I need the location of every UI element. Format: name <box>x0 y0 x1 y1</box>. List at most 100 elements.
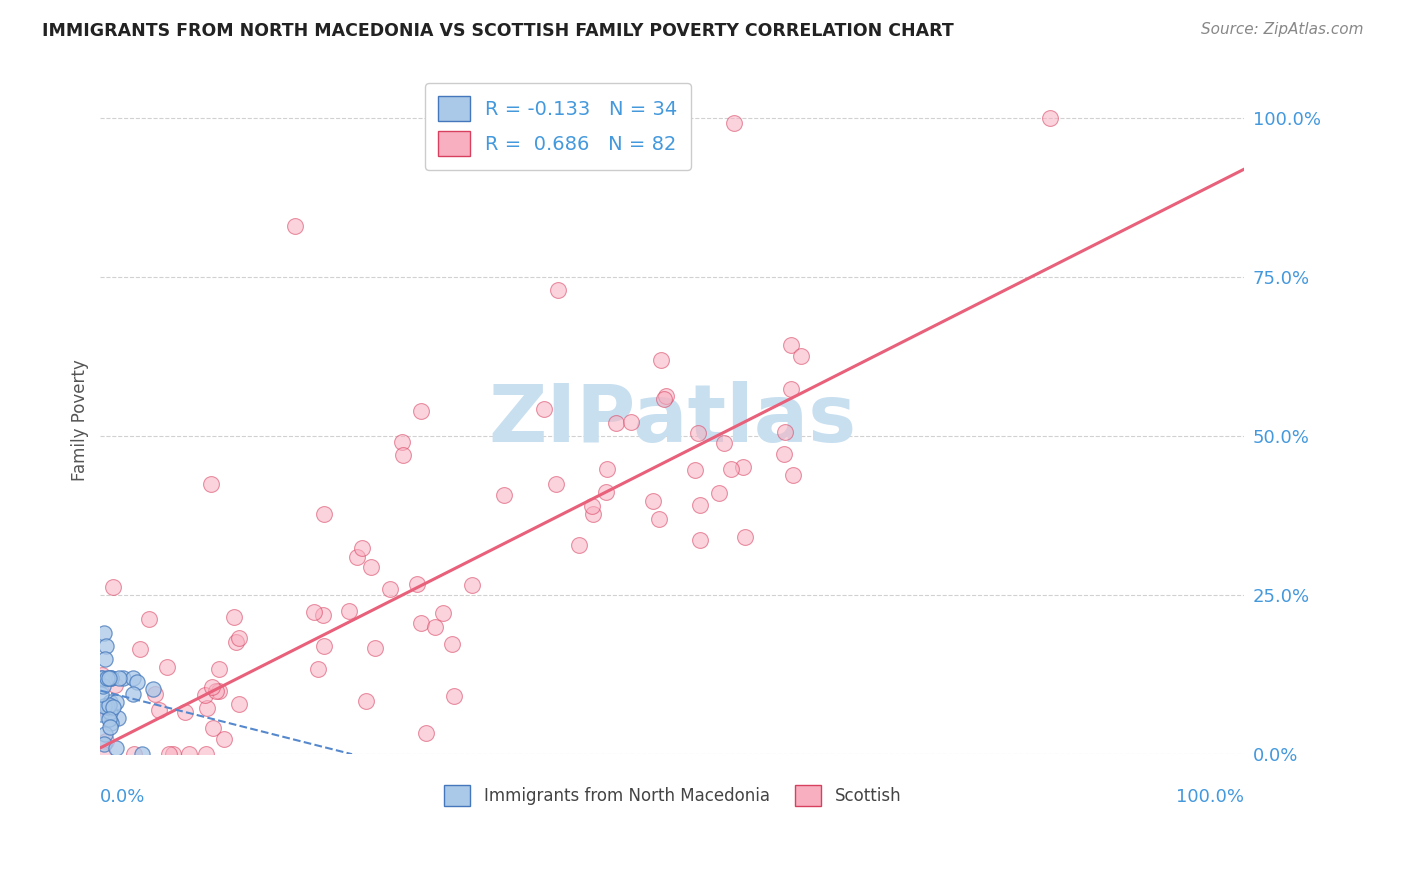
Point <box>201 680 224 694</box>
Point <box>337 604 360 618</box>
Point <box>90 671 112 685</box>
Text: IMMIGRANTS FROM NORTH MACEDONIA VS SCOTTISH FAMILY POVERTY CORRELATION CHART: IMMIGRANTS FROM NORTH MACEDONIA VS SCOTT… <box>42 22 953 40</box>
Point <box>440 637 463 651</box>
Point <box>201 721 224 735</box>
Point <box>228 631 250 645</box>
Point <box>405 576 427 591</box>
Point <box>194 747 217 762</box>
Point <box>423 620 446 634</box>
Point <box>284 219 307 234</box>
Point <box>162 747 184 762</box>
Point <box>643 494 665 508</box>
Point <box>432 606 454 620</box>
Point <box>688 426 710 441</box>
Point <box>100 671 122 685</box>
Point <box>707 486 730 500</box>
Text: Source: ZipAtlas.com: Source: ZipAtlas.com <box>1201 22 1364 37</box>
Point <box>142 681 165 696</box>
Point <box>128 642 150 657</box>
Point <box>443 690 465 704</box>
Point <box>415 725 437 739</box>
Point <box>346 550 368 565</box>
Point <box>98 705 121 719</box>
Point <box>104 741 127 756</box>
Point <box>100 715 122 730</box>
Point <box>122 747 145 762</box>
Text: 0.0%: 0.0% <box>100 788 146 805</box>
Point <box>683 463 706 477</box>
Point <box>311 607 333 622</box>
Point <box>689 533 711 547</box>
Point <box>177 747 200 762</box>
Point <box>94 652 117 666</box>
Point <box>409 615 432 630</box>
Point <box>94 734 117 748</box>
Point <box>723 116 745 130</box>
Point <box>360 560 382 574</box>
Point <box>713 436 735 450</box>
Point <box>568 538 591 552</box>
Point <box>773 447 796 461</box>
Point <box>392 448 415 462</box>
Point <box>773 425 796 440</box>
Point <box>195 701 218 715</box>
Point <box>156 660 179 674</box>
Point <box>157 747 180 762</box>
Point <box>208 662 231 676</box>
Point <box>111 671 134 685</box>
Point <box>546 477 568 491</box>
Point <box>131 747 153 761</box>
Point <box>689 498 711 512</box>
Point <box>90 668 112 682</box>
Point <box>547 283 569 297</box>
Point <box>222 610 245 624</box>
Point <box>208 684 231 698</box>
Legend: Immigrants from North Macedonia, Scottish: Immigrants from North Macedonia, Scottis… <box>437 778 908 813</box>
Point <box>97 698 120 713</box>
Point <box>790 349 813 363</box>
Point <box>314 640 336 654</box>
Point <box>225 635 247 649</box>
Point <box>314 508 336 522</box>
Point <box>354 694 377 708</box>
Point <box>780 382 803 396</box>
Point <box>93 672 115 686</box>
Point <box>582 507 605 521</box>
Point <box>782 468 804 483</box>
Point <box>96 704 118 718</box>
Point <box>107 711 129 725</box>
Point <box>138 612 160 626</box>
Point <box>581 499 603 513</box>
Point <box>93 698 115 713</box>
Point <box>93 626 115 640</box>
Y-axis label: Family Poverty: Family Poverty <box>72 359 89 481</box>
Point <box>720 462 742 476</box>
Point <box>143 688 166 702</box>
Point <box>228 697 250 711</box>
Point <box>93 737 115 751</box>
Point <box>90 687 112 701</box>
Point <box>1039 111 1062 125</box>
Point <box>91 747 114 762</box>
Point <box>492 488 515 502</box>
Point <box>101 580 124 594</box>
Point <box>98 695 121 709</box>
Point <box>122 687 145 701</box>
Point <box>409 403 432 417</box>
Point <box>212 732 235 747</box>
Point <box>391 434 413 449</box>
Point <box>101 699 124 714</box>
Point <box>104 678 127 692</box>
Point <box>378 582 401 597</box>
Point <box>648 512 671 526</box>
Point <box>127 674 149 689</box>
Point <box>655 389 678 403</box>
Point <box>94 639 117 653</box>
Point <box>595 484 617 499</box>
Point <box>94 726 117 740</box>
Point <box>93 679 115 693</box>
Point <box>596 462 619 476</box>
Point <box>731 459 754 474</box>
Point <box>364 641 387 656</box>
Point <box>98 671 121 685</box>
